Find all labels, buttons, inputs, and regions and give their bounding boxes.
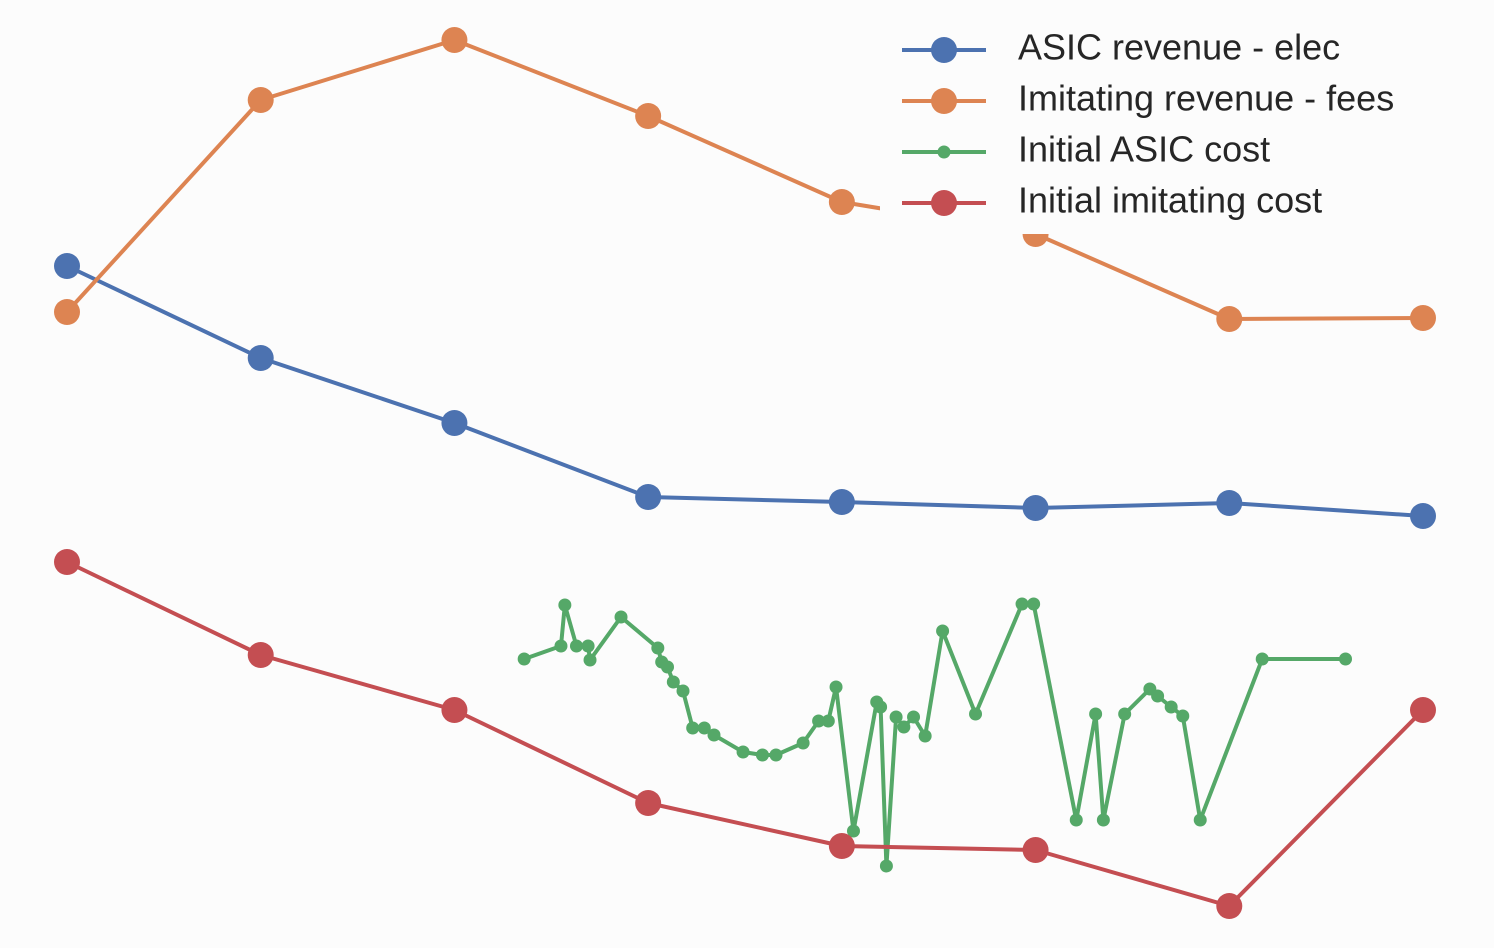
legend-marker [931, 190, 957, 216]
data-point [829, 680, 843, 694]
data-point [1339, 652, 1353, 666]
legend-marker [937, 145, 951, 159]
series-line [66, 560, 1425, 908]
data-point [1216, 306, 1243, 332]
data-point [54, 299, 80, 325]
legend-marker [931, 88, 957, 114]
data-point [583, 653, 597, 667]
data-point [554, 639, 568, 653]
data-point [796, 736, 810, 750]
data-point [1096, 813, 1110, 827]
data-point [1118, 707, 1132, 721]
data-point [697, 721, 711, 735]
data-point [614, 610, 628, 624]
data-point [828, 489, 855, 515]
data-point [517, 652, 531, 666]
data-point [828, 189, 855, 215]
legend-marker [931, 37, 957, 63]
data-point [558, 598, 572, 612]
data-point [1022, 495, 1049, 521]
plot-area [54, 27, 1436, 919]
legend-label: Initial ASIC cost [1018, 129, 1270, 170]
data-point [661, 660, 675, 674]
data-point [1015, 597, 1029, 611]
data-point [707, 728, 721, 742]
data-point [676, 684, 690, 698]
data-point [897, 720, 911, 734]
data-point [1410, 697, 1436, 723]
data-point [918, 729, 932, 743]
data-point [635, 103, 662, 129]
data-point [846, 824, 860, 838]
data-point [828, 833, 855, 859]
data-point [812, 714, 826, 728]
data-point [874, 700, 888, 714]
data-point [666, 675, 680, 689]
data-point [441, 27, 468, 53]
data-point [54, 549, 80, 575]
data-point [581, 639, 595, 653]
legend-label: Imitating revenue - fees [1018, 78, 1394, 119]
data-point [247, 642, 274, 668]
legend: ASIC revenue - elec Imitating revenue - f… [880, 22, 1470, 234]
data-point [441, 697, 468, 723]
data-point [969, 707, 983, 721]
data-point [821, 714, 835, 728]
data-point [1164, 700, 1178, 714]
data-point [907, 710, 921, 724]
data-point [1216, 490, 1243, 516]
legend-label: ASIC revenue - elec [1018, 27, 1340, 68]
data-point [686, 721, 700, 735]
data-point [247, 345, 274, 371]
data-point [1176, 709, 1190, 723]
data-point [1089, 707, 1103, 721]
data-point [635, 484, 662, 510]
data-point [889, 710, 903, 724]
data-point [1027, 597, 1041, 611]
data-point [54, 253, 80, 279]
data-point [1255, 652, 1269, 666]
data-point [1022, 837, 1049, 863]
data-point [247, 87, 274, 113]
data-point [441, 410, 468, 436]
data-point [1069, 813, 1083, 827]
data-point [1410, 305, 1436, 331]
data-point [769, 748, 783, 762]
data-point [1151, 689, 1165, 703]
series-line [65, 38, 1424, 321]
data-point [1193, 813, 1207, 827]
legend-label: Initial imitating cost [1018, 180, 1322, 221]
series-line [66, 264, 1424, 518]
data-point [879, 859, 893, 873]
data-point [1216, 893, 1243, 919]
data-point [755, 748, 769, 762]
data-point [936, 624, 950, 638]
data-point [651, 641, 665, 655]
data-point [569, 639, 583, 653]
data-point [1410, 503, 1436, 529]
data-point [736, 745, 750, 759]
legend-box [880, 22, 1470, 234]
data-point [635, 790, 662, 816]
